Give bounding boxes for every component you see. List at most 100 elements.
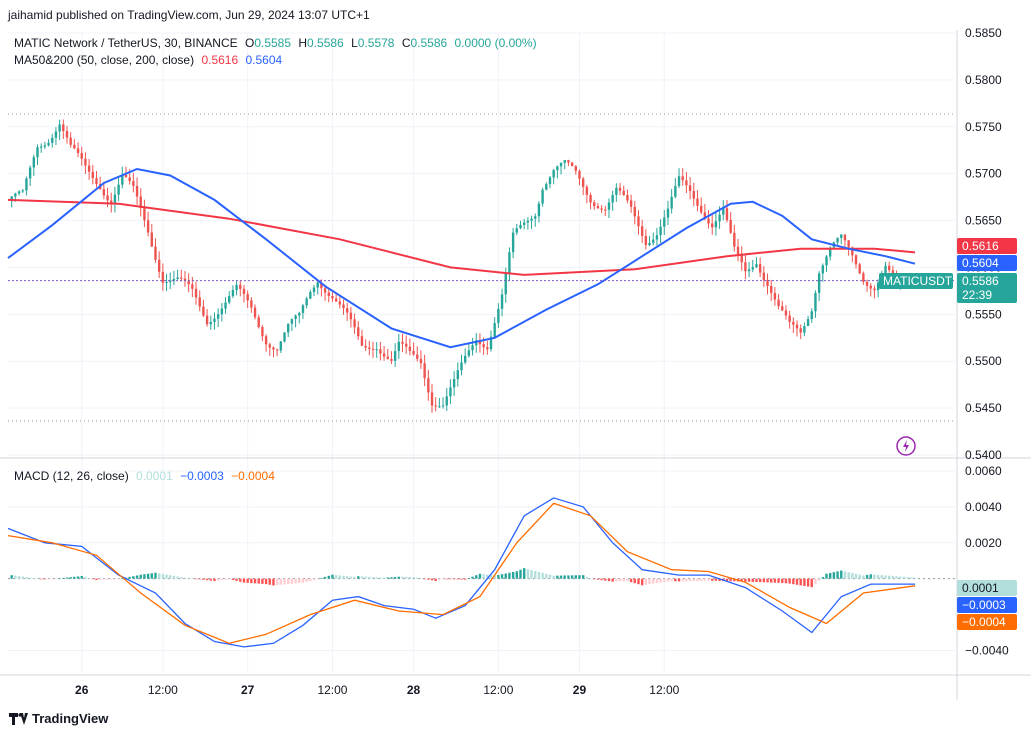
macd-hist-bar (858, 574, 861, 579)
candle-body (489, 336, 493, 350)
candle-body (545, 184, 548, 190)
macd-hist-bar (770, 578, 773, 583)
macd-hist-bar (489, 575, 493, 579)
macd-hist-bar (32, 577, 36, 579)
candle-body (537, 203, 541, 217)
macd-hist-bar (777, 578, 780, 583)
macd-hist-bar (810, 578, 813, 588)
candle-body (714, 221, 718, 228)
macd-hist-bar (740, 578, 743, 582)
macd-hist-bar (541, 572, 544, 579)
replay-icon[interactable] (896, 436, 916, 456)
candle-body (441, 405, 445, 407)
candle-body (157, 259, 161, 272)
candle-body (821, 265, 825, 274)
candle-body (224, 302, 227, 309)
macd-legend-title[interactable]: MACD (12, 26, close) (14, 469, 129, 483)
candle-body (851, 247, 854, 256)
macd-hist-bar (205, 578, 209, 581)
last-price-badge-countdown: 22:39 (962, 288, 992, 302)
candle-body (534, 216, 537, 219)
candle-body (589, 194, 592, 203)
macd-hist-bar (69, 577, 72, 579)
macd-hist-bar (640, 578, 644, 586)
macd-hist-bar (36, 578, 39, 580)
macd-hist-bar (629, 578, 633, 583)
macd-hist-bar (279, 578, 283, 585)
symbol-badge-bg (879, 273, 953, 289)
ohlc-l-label: L (351, 36, 358, 50)
macd-hist-bar (578, 575, 581, 579)
macd-hist-bar (135, 575, 139, 579)
candle-body (180, 277, 183, 279)
macd-hist-bar (25, 577, 28, 579)
candle-body (478, 340, 482, 345)
macd-hist-bar (559, 575, 563, 579)
macd-hist-bar (154, 572, 157, 579)
candle-body (482, 344, 485, 348)
candle-body (519, 224, 522, 229)
candle-body (604, 209, 607, 211)
macd-hist-bar (187, 578, 190, 579)
macd-hist-bar (622, 578, 625, 582)
macd-hist-bar (412, 577, 415, 579)
macd-hist-bar (703, 578, 707, 581)
tradingview-logo-icon[interactable] (9, 713, 28, 725)
candle-body (504, 272, 507, 295)
macd-hist-bar (397, 576, 401, 579)
candle-body (733, 232, 736, 247)
candle-body (316, 282, 319, 288)
candle-body (887, 265, 891, 271)
macd-hist-bar (843, 571, 847, 579)
candle-body (515, 228, 519, 233)
macd-hist-bar (600, 578, 603, 581)
macd-hist-bar (95, 578, 98, 581)
candle-body (401, 341, 404, 344)
macd-hist-bar (570, 575, 574, 579)
macd-hist-bar (146, 573, 150, 579)
macd-hist-bar (865, 574, 869, 579)
macd-hist-bar (891, 575, 895, 579)
macd-signal-badge: −0.0004 (962, 615, 1006, 629)
candle-body (287, 323, 290, 333)
macd-hist-bar (268, 578, 271, 585)
candle-body (725, 208, 729, 221)
candle-body (331, 296, 334, 299)
macd-hist-bar (334, 575, 338, 579)
macd-hist-bar (316, 578, 319, 580)
candle-body (338, 301, 342, 305)
macd-hist-bar (596, 578, 600, 580)
candle-body (648, 242, 651, 245)
macd-hist-bar (685, 578, 688, 582)
candle-body (526, 220, 530, 223)
macd-hist-bar (696, 578, 699, 581)
candle-body (585, 186, 589, 195)
macd-hist-bar (275, 578, 279, 586)
macd-hist-bar (467, 578, 471, 579)
candle-body (124, 174, 128, 178)
macd-line-badge-bg (957, 597, 1017, 613)
candle-body (169, 280, 172, 283)
footer-brand[interactable]: TradingView (32, 711, 109, 726)
macd-hist-bar (899, 576, 902, 579)
macd-hist-bar (751, 578, 754, 582)
candle-body (559, 162, 563, 167)
macd-hist-bar (261, 578, 264, 584)
macd-hist-bar (792, 578, 795, 585)
grid (0, 30, 1031, 700)
candle-body (309, 291, 312, 299)
symbol-title[interactable]: MATIC Network / TetherUS, 30, BINANCE (14, 36, 238, 50)
macd-hist-bar (216, 578, 220, 581)
ma-legend: MA50&200 (50, close, 200, close) 0.5616 … (14, 53, 282, 67)
candle-body (456, 370, 460, 380)
candle-body (408, 346, 412, 351)
ohlc-c-label: C (401, 36, 411, 50)
candle-body (659, 226, 662, 236)
candle-body (570, 162, 574, 167)
price-axis-tick: 0.5550 (965, 307, 1002, 321)
candle-body (707, 218, 710, 224)
ma-legend-title[interactable]: MA50&200 (50, close, 200, close) (14, 53, 195, 67)
candle-body (637, 216, 640, 227)
candle-body (290, 319, 294, 324)
